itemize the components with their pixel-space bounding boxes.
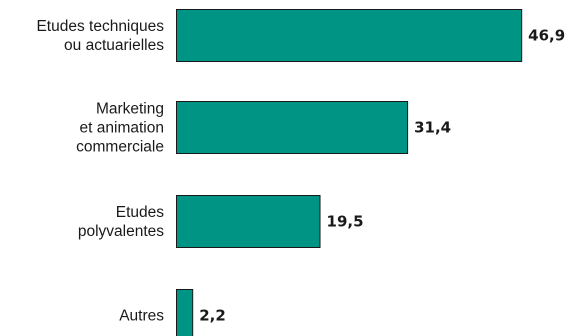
category-label-line: ou actuarielles	[64, 37, 164, 54]
value-labels-group: 46,9 31,4 19,5 2,2	[199, 27, 565, 325]
category-labels-group: Etudes techniques ou actuarielles Marketin…	[36, 18, 164, 325]
category-label-line: commerciale	[76, 139, 164, 156]
value-label-1: 46,9	[528, 27, 565, 45]
bar-2	[176, 101, 409, 154]
category-label-line: Etudes techniques	[36, 18, 164, 35]
bar-4	[176, 289, 194, 336]
category-label-2: Marketing et animation commerciale	[76, 101, 164, 156]
value-label-2: 31,4	[414, 119, 451, 137]
category-label-line: Autres	[119, 308, 164, 325]
bar-3	[176, 195, 321, 248]
value-label-3: 19,5	[327, 213, 364, 231]
bars-group	[176, 9, 523, 336]
category-label-4: Autres	[119, 308, 164, 325]
category-label-line: et animation	[80, 120, 164, 137]
value-label-4: 2,2	[199, 307, 226, 325]
category-label-1: Etudes techniques ou actuarielles	[36, 18, 164, 54]
category-label-line: polyvalentes	[78, 223, 164, 240]
category-label-line: Etudes	[116, 204, 165, 221]
category-label-line: Marketing	[96, 101, 164, 118]
category-label-3: Etudes polyvalentes	[78, 204, 164, 240]
bar-1	[176, 9, 523, 62]
